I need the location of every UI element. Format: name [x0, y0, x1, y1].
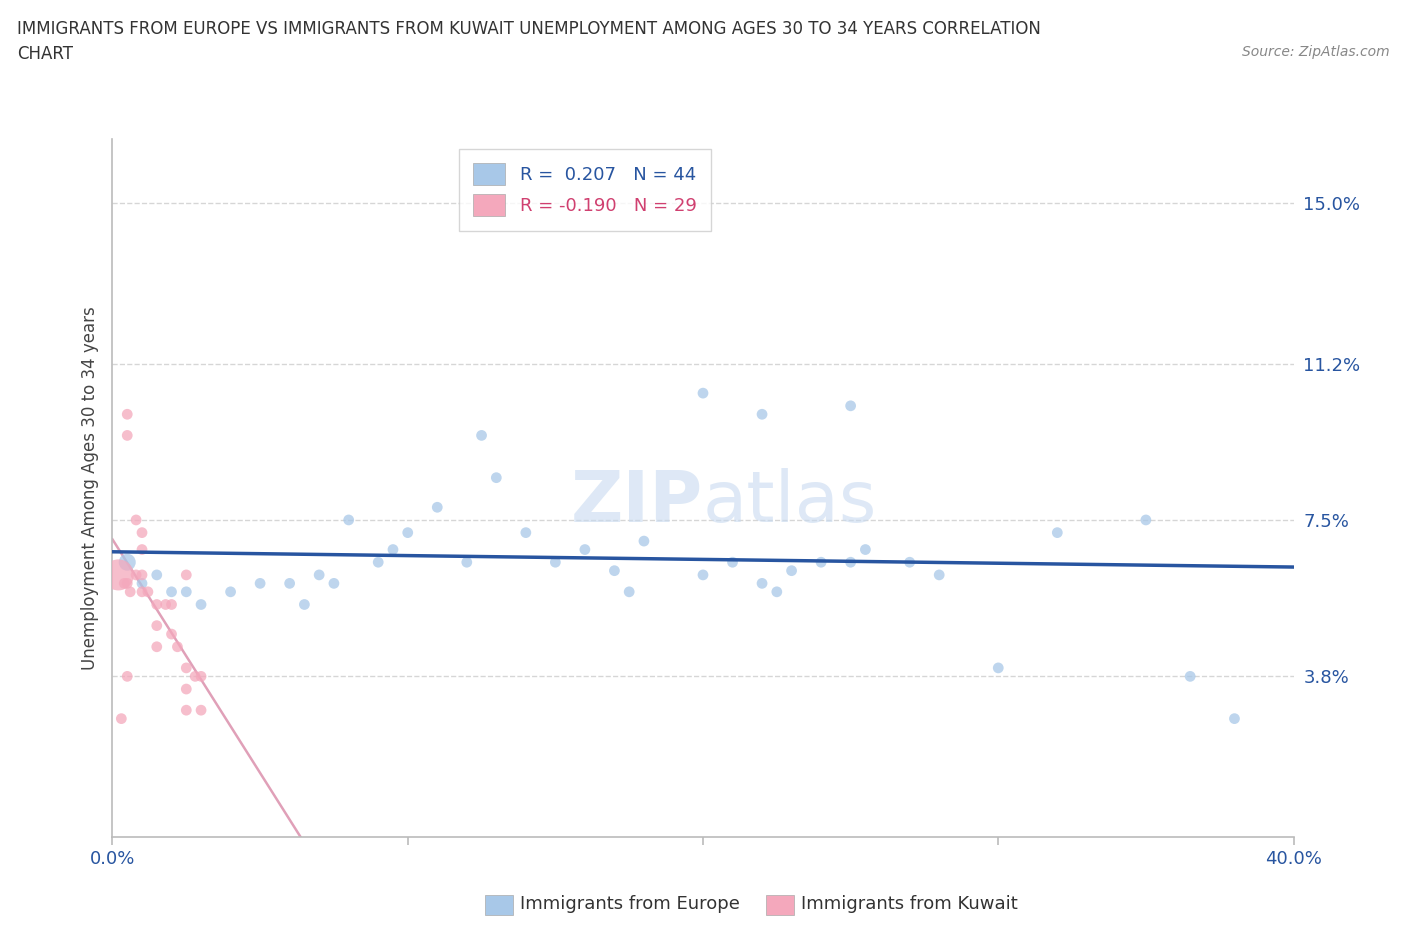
Point [692, 386, 714, 401]
Point [544, 555, 567, 570]
Point [633, 534, 655, 549]
Text: Immigrants from Europe: Immigrants from Europe [520, 895, 740, 913]
Point [323, 576, 346, 591]
Point [308, 567, 330, 582]
Point [839, 555, 862, 570]
Point [174, 660, 197, 675]
Point [125, 512, 148, 527]
Point [603, 564, 626, 578]
Point [839, 398, 862, 413]
Text: Immigrants from Kuwait: Immigrants from Kuwait [801, 895, 1018, 913]
Point [136, 584, 159, 599]
Legend: R =  0.207   N = 44, R = -0.190   N = 29: R = 0.207 N = 44, R = -0.190 N = 29 [458, 149, 711, 231]
Point [110, 711, 132, 726]
Point [1135, 512, 1157, 527]
Point [190, 669, 212, 684]
Point [928, 567, 950, 582]
Point [174, 567, 197, 582]
Point [855, 542, 877, 557]
Point [382, 542, 405, 557]
Point [898, 555, 921, 570]
Point [125, 567, 148, 582]
Point [190, 597, 212, 612]
Point [810, 555, 832, 570]
Point [721, 555, 744, 570]
Point [131, 584, 153, 599]
Point [766, 584, 789, 599]
Point [190, 703, 212, 718]
Text: atlas: atlas [703, 468, 877, 537]
Text: ZIP: ZIP [571, 468, 703, 537]
Point [160, 597, 183, 612]
Point [117, 428, 138, 443]
Point [751, 406, 773, 421]
Point [166, 639, 188, 654]
Point [146, 618, 169, 633]
Point [249, 576, 271, 591]
Point [1178, 669, 1201, 684]
Point [278, 576, 301, 591]
Point [174, 682, 197, 697]
Point [574, 542, 596, 557]
Point [780, 564, 803, 578]
Point [146, 597, 169, 612]
Text: Source: ZipAtlas.com: Source: ZipAtlas.com [1241, 45, 1389, 59]
Point [160, 584, 183, 599]
Point [174, 703, 197, 718]
Text: CHART: CHART [17, 45, 73, 62]
Point [131, 542, 153, 557]
Point [107, 567, 129, 582]
Point [131, 525, 153, 540]
Point [117, 576, 138, 591]
Point [1046, 525, 1069, 540]
Point [485, 471, 508, 485]
Point [131, 576, 153, 591]
Point [751, 576, 773, 591]
Point [515, 525, 537, 540]
Point [146, 567, 169, 582]
Point [292, 597, 315, 612]
Point [367, 555, 389, 570]
Point [174, 584, 197, 599]
Point [155, 597, 177, 612]
Point [987, 660, 1010, 675]
Point [692, 567, 714, 582]
Point [184, 669, 207, 684]
Point [396, 525, 419, 540]
Point [112, 576, 135, 591]
Point [146, 639, 169, 654]
Point [426, 499, 449, 514]
Point [1223, 711, 1246, 726]
Y-axis label: Unemployment Among Ages 30 to 34 years: Unemployment Among Ages 30 to 34 years [80, 306, 98, 671]
Point [117, 669, 138, 684]
Point [160, 627, 183, 642]
Point [337, 512, 360, 527]
Point [131, 567, 153, 582]
Point [117, 406, 138, 421]
Point [619, 584, 641, 599]
Text: IMMIGRANTS FROM EUROPE VS IMMIGRANTS FROM KUWAIT UNEMPLOYMENT AMONG AGES 30 TO 3: IMMIGRANTS FROM EUROPE VS IMMIGRANTS FRO… [17, 20, 1040, 38]
Point [456, 555, 478, 570]
Point [219, 584, 242, 599]
Point [117, 555, 138, 570]
Point [120, 584, 142, 599]
Point [470, 428, 494, 443]
